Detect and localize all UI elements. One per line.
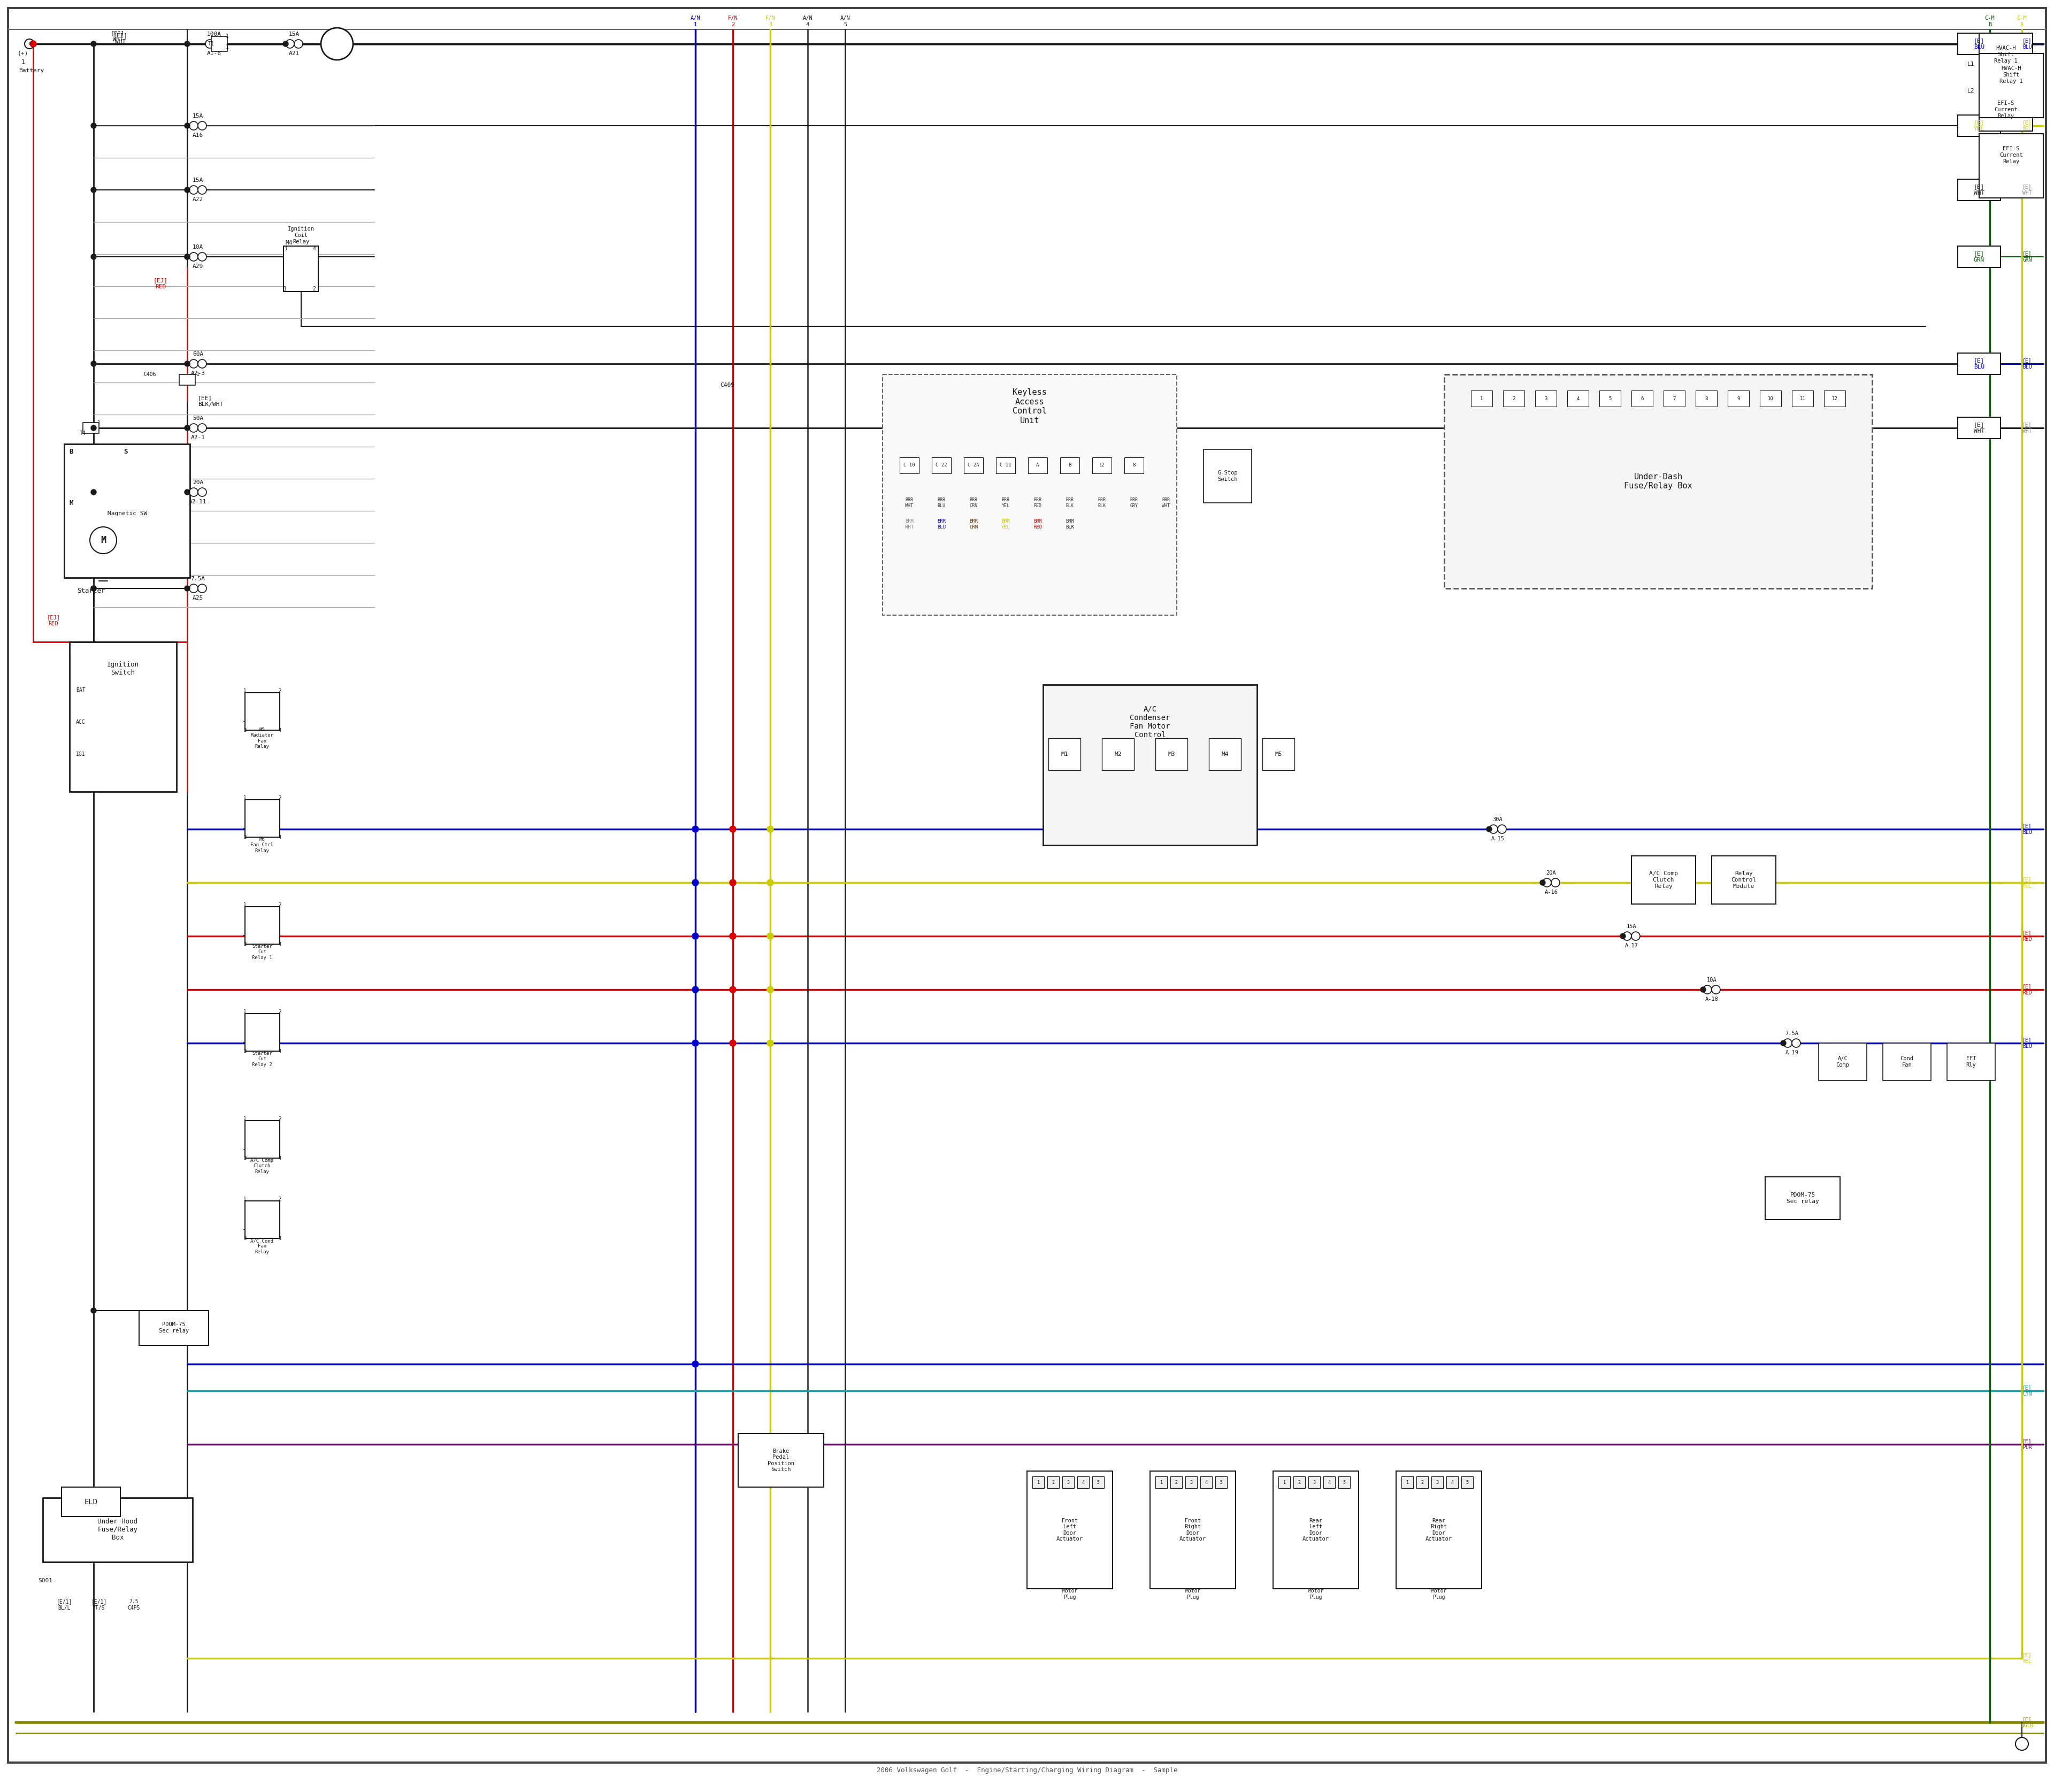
Text: A-19: A-19 bbox=[1785, 1050, 1799, 1055]
Text: HVAC-H
Shift
Relay 1: HVAC-H Shift Relay 1 bbox=[1999, 66, 2023, 84]
Bar bbox=[1124, 457, 1144, 473]
Bar bbox=[1060, 457, 1080, 473]
Text: A-15: A-15 bbox=[1491, 837, 1504, 842]
Bar bbox=[1263, 738, 1294, 771]
Text: C 10: C 10 bbox=[904, 462, 916, 468]
Bar bbox=[1308, 1477, 1321, 1487]
Circle shape bbox=[692, 986, 698, 993]
Text: Motor
Plug: Motor Plug bbox=[1308, 1588, 1323, 1600]
Bar bbox=[1664, 391, 1684, 407]
Bar bbox=[1957, 418, 2001, 439]
Bar bbox=[1711, 857, 1777, 903]
Text: Starter
Cut
Relay 2: Starter Cut Relay 2 bbox=[253, 1052, 273, 1066]
Text: [E]
WHT: [E] WHT bbox=[2023, 423, 2031, 434]
Bar bbox=[64, 444, 189, 577]
Circle shape bbox=[1540, 880, 1545, 885]
Text: T1: T1 bbox=[207, 41, 214, 47]
Text: 4: 4 bbox=[1082, 1480, 1085, 1486]
Text: BRR
WHT: BRR WHT bbox=[1163, 498, 1171, 507]
Bar bbox=[1033, 1477, 1043, 1487]
Text: [EI]
WHT: [EI] WHT bbox=[113, 32, 127, 45]
Text: 3: 3 bbox=[244, 835, 246, 840]
Text: A: A bbox=[1037, 462, 1039, 468]
Text: [E]
GRN: [E] GRN bbox=[2023, 251, 2031, 263]
Text: [E]
YEL: [E] YEL bbox=[1974, 120, 1984, 131]
Text: [E]
BLU: [E] BLU bbox=[2023, 1038, 2031, 1048]
Text: T4: T4 bbox=[80, 430, 86, 435]
Text: 1: 1 bbox=[226, 45, 228, 50]
Text: 3: 3 bbox=[1313, 1480, 1315, 1486]
Text: BRR
YEL: BRR YEL bbox=[1002, 498, 1011, 507]
Circle shape bbox=[1781, 1041, 1787, 1047]
Bar bbox=[1980, 34, 2033, 75]
Bar bbox=[1697, 391, 1717, 407]
Text: 1: 1 bbox=[244, 688, 246, 694]
Text: 4: 4 bbox=[1327, 1480, 1331, 1486]
Circle shape bbox=[90, 41, 97, 47]
Text: [E]
GRN: [E] GRN bbox=[1974, 251, 1984, 263]
Bar bbox=[1048, 738, 1080, 771]
Circle shape bbox=[90, 186, 97, 192]
Text: Rear
Left
Door
Actuator: Rear Left Door Actuator bbox=[1302, 1518, 1329, 1541]
Bar bbox=[1600, 391, 1621, 407]
Text: 5: 5 bbox=[1097, 1480, 1099, 1486]
Circle shape bbox=[1711, 986, 1721, 995]
Text: A/N
1: A/N 1 bbox=[690, 16, 700, 27]
Text: 9: 9 bbox=[1738, 396, 1740, 401]
Text: A21: A21 bbox=[290, 50, 300, 56]
Bar bbox=[1957, 246, 2001, 267]
Text: BRR
RED: BRR RED bbox=[1033, 520, 1041, 529]
Bar bbox=[140, 1310, 210, 1346]
Text: [E/1]
YT/S: [E/1] YT/S bbox=[90, 1598, 107, 1611]
Circle shape bbox=[692, 1360, 698, 1367]
Text: BRR
BLK: BRR BLK bbox=[1099, 498, 1105, 507]
Text: 1: 1 bbox=[1481, 396, 1483, 401]
Circle shape bbox=[205, 39, 214, 48]
Circle shape bbox=[294, 39, 302, 48]
Text: Keyless
Access
Control
Unit: Keyless Access Control Unit bbox=[1013, 389, 1048, 425]
Text: M6
Fan Ctrl
Relay: M6 Fan Ctrl Relay bbox=[251, 837, 273, 853]
Text: BRR
WHT: BRR WHT bbox=[906, 498, 914, 507]
Bar bbox=[1446, 1477, 1458, 1487]
Bar bbox=[1401, 1477, 1413, 1487]
Text: [EE]
BLK/WHT: [EE] BLK/WHT bbox=[197, 396, 224, 407]
Text: 2: 2 bbox=[277, 688, 281, 694]
Text: M5
Radiator
Fan
Relay: M5 Radiator Fan Relay bbox=[251, 728, 273, 749]
Bar bbox=[70, 642, 177, 792]
Circle shape bbox=[1701, 987, 1705, 993]
Bar bbox=[1957, 34, 2001, 54]
Circle shape bbox=[2015, 1738, 2027, 1751]
Circle shape bbox=[185, 425, 189, 430]
Circle shape bbox=[1497, 824, 1506, 833]
Text: 1: 1 bbox=[1037, 1480, 1039, 1486]
Bar bbox=[1323, 1477, 1335, 1487]
Text: 11: 11 bbox=[1799, 396, 1805, 401]
Text: 8: 8 bbox=[1705, 396, 1707, 401]
Circle shape bbox=[197, 487, 207, 496]
Text: ACC: ACC bbox=[76, 719, 86, 724]
Text: BRR
GRY: BRR GRY bbox=[1130, 498, 1138, 507]
Text: Magnetic SW: Magnetic SW bbox=[107, 511, 148, 516]
Bar bbox=[244, 907, 279, 944]
Text: 60A: 60A bbox=[193, 351, 203, 357]
Text: BRR
RED: BRR RED bbox=[1033, 498, 1041, 507]
Text: 5: 5 bbox=[1220, 1480, 1222, 1486]
Text: Motor
Plug: Motor Plug bbox=[1062, 1588, 1078, 1600]
Text: Starter
Cut
Relay 1: Starter Cut Relay 1 bbox=[253, 944, 273, 961]
Text: 2: 2 bbox=[277, 1116, 281, 1122]
Text: BRR
CRN: BRR CRN bbox=[969, 498, 978, 507]
Text: IG1: IG1 bbox=[76, 751, 86, 756]
Bar bbox=[1760, 391, 1781, 407]
Bar bbox=[1150, 1471, 1237, 1590]
Text: [E]
BLU: [E] BLU bbox=[2023, 38, 2031, 50]
Text: BRR
BLK: BRR BLK bbox=[1066, 520, 1074, 529]
Bar bbox=[933, 457, 951, 473]
Bar bbox=[883, 375, 1177, 615]
Text: Front
Left
Door
Actuator: Front Left Door Actuator bbox=[1056, 1518, 1082, 1541]
Circle shape bbox=[185, 586, 189, 591]
Text: 1: 1 bbox=[244, 1197, 246, 1202]
Text: A22: A22 bbox=[193, 197, 203, 202]
Text: B: B bbox=[70, 448, 74, 455]
Text: 1: 1 bbox=[1407, 1480, 1409, 1486]
Circle shape bbox=[729, 1039, 735, 1047]
